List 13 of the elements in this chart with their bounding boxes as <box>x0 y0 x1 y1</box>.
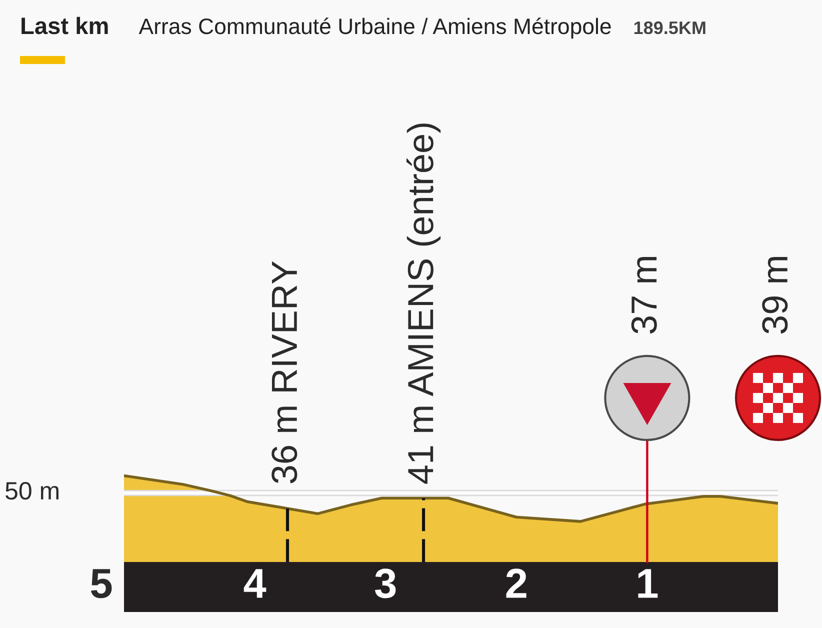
ref-line-label: 37 m <box>631 257 657 334</box>
ref-line-label: 41 m AMIENS (entrée) <box>406 124 441 484</box>
ref-line-label: 36 m RIVERY <box>272 261 298 484</box>
x-tick-label: 4 <box>244 569 266 598</box>
text: 189.5KM <box>634 21 706 34</box>
x-tick-label: 3 <box>374 568 396 598</box>
ref-line-label: 50 m <box>6 482 58 500</box>
x-tick-label: 1 <box>638 569 658 598</box>
chart-title: Last km <box>22 16 108 34</box>
annotation: 5 <box>91 569 112 598</box>
chart-subtitle: Arras Communauté Urbaine / Amiens Métropole <box>138 18 611 39</box>
x-tick-label: 2 <box>506 568 526 598</box>
text: 39 m <box>762 257 788 334</box>
